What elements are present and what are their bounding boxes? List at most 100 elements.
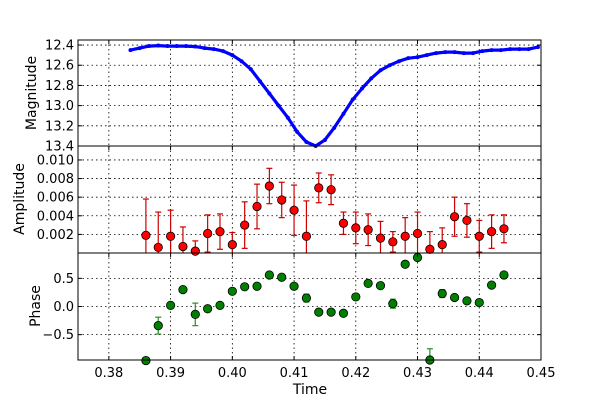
phase-ytick-label: 0.5 (53, 272, 74, 287)
magnitude-point (221, 49, 226, 54)
phase-point (215, 300, 225, 310)
magnitude-point (322, 137, 327, 142)
magnitude-point (248, 67, 253, 72)
magnitude-point (387, 63, 392, 68)
magnitude-point (359, 86, 364, 91)
amplitude-point (215, 227, 225, 237)
amplitude-point (203, 228, 213, 239)
magnitude-point (230, 53, 235, 58)
amplitude-point (178, 241, 188, 252)
x-tick-label: 0.45 (527, 366, 556, 381)
magnitude-ylabel: Magnitude (24, 56, 40, 130)
phase-point (338, 308, 349, 318)
phase-point (388, 299, 398, 309)
magnitude-point (202, 46, 207, 51)
magnitude-point (276, 103, 281, 108)
magnitude-yticks: 12.4 12.6 12.8 13.0 13.2 13.4 (45, 39, 541, 155)
magnitude-point (443, 50, 448, 55)
magnitude-point (146, 44, 151, 49)
phase-point (499, 270, 509, 280)
magnitude-point (258, 79, 263, 84)
phase-point (153, 321, 163, 331)
amplitude-point (449, 212, 460, 222)
amplitude-point (375, 233, 386, 243)
magnitude-point (452, 50, 457, 55)
amplitude-point (153, 242, 163, 253)
x-tick-label: 0.40 (218, 366, 247, 381)
magnitude-point (526, 47, 531, 52)
amplitude-point (474, 231, 484, 241)
magnitude-point (165, 44, 170, 49)
x-tick-label: 0.38 (94, 366, 123, 381)
x-tick-label: 0.43 (403, 366, 432, 381)
magnitude-point (498, 48, 503, 53)
magnitude-ytick-label: 13.0 (45, 99, 74, 114)
amplitude-point (301, 231, 312, 241)
magnitude-point (211, 47, 216, 52)
amplitude-ylabel: Amplitude (12, 163, 28, 235)
phase-grid (78, 253, 542, 360)
magnitude-point (378, 68, 383, 73)
amplitude-point (314, 183, 324, 193)
amplitude-ytick-label: 0.006 (37, 191, 74, 206)
amplitude-yticks: 0.002 0.004 0.006 0.008 0.010 (37, 153, 541, 243)
magnitude-point (480, 49, 485, 54)
magnitude-point (461, 51, 466, 56)
phase-point (363, 278, 373, 289)
x-tick-label: 0.42 (341, 366, 370, 381)
magnitude-point (424, 53, 429, 58)
amplitude-point (363, 225, 373, 235)
phase-point (203, 304, 213, 314)
magnitude-point (369, 76, 374, 81)
magnitude-point (508, 47, 513, 52)
amplitude-ytick-label: 0.002 (37, 228, 74, 243)
amplitude-point (166, 231, 176, 241)
phase-point (375, 281, 386, 291)
amplitude-point (141, 230, 151, 240)
amplitude-point (462, 215, 472, 226)
phase-point (314, 307, 324, 317)
phase-point (190, 309, 200, 319)
magnitude-point (184, 44, 189, 49)
amplitude-grid (78, 146, 542, 253)
phase-point (227, 286, 237, 296)
magnitude-point (285, 115, 290, 120)
phase-point (252, 281, 262, 291)
magnitude-point (332, 125, 337, 130)
phase-point (351, 292, 361, 302)
amplitude-point (400, 231, 410, 241)
amplitude-point (338, 218, 349, 228)
phase-point (326, 307, 336, 317)
phase-point (301, 293, 312, 303)
magnitude-point (137, 46, 142, 51)
magnitude-point (156, 43, 161, 48)
phase-point (141, 355, 151, 366)
magnitude-point (535, 45, 540, 50)
magnitude-point (295, 129, 300, 134)
x-axis-ticks: 0.38 0.39 0.40 0.41 0.42 0.43 0.44 0.45 (94, 40, 555, 381)
amplitude-point (412, 228, 423, 239)
amplitude-point (487, 227, 497, 237)
phase-ylabel: Phase (28, 285, 44, 327)
phase-point (277, 272, 287, 282)
amplitude-point (351, 223, 361, 233)
amplitude-point (252, 201, 262, 212)
amplitude-series (141, 167, 509, 256)
amplitude-ytick-label: 0.010 (37, 153, 74, 168)
amplitude-panel: 0.002 0.004 0.006 0.008 0.010 Amplitude (12, 145, 542, 256)
phase-ytick-label: −0.5 (42, 328, 74, 343)
amplitude-point (425, 244, 435, 254)
magnitude-point (406, 56, 411, 61)
amplitude-ytick-label: 0.008 (37, 172, 74, 187)
phase-point (449, 292, 460, 303)
magnitude-ytick-label: 13.2 (45, 119, 74, 134)
phase-series (141, 252, 509, 366)
amplitude-point (264, 181, 274, 191)
x-tick-label: 0.41 (280, 366, 309, 381)
magnitude-ytick-label: 12.4 (45, 39, 74, 54)
magnitude-point (239, 59, 244, 64)
phase-point (487, 280, 497, 290)
magnitude-point (174, 44, 179, 49)
magnitude-point (350, 97, 355, 102)
